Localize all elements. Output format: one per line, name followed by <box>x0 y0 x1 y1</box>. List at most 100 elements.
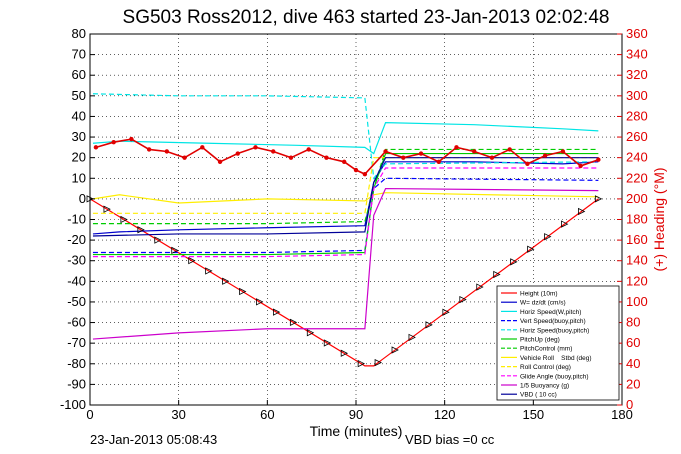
y-tick-label-left: -10 <box>67 212 86 227</box>
depth-marker <box>408 333 416 342</box>
depth-marker <box>205 267 213 275</box>
depth-marker <box>527 245 535 253</box>
y-tick-label-right: 140 <box>626 253 648 268</box>
x-tick-label: 60 <box>260 407 274 422</box>
x-axis-label: Time (minutes) <box>310 423 403 439</box>
depth-marker <box>357 359 366 368</box>
y-tick-label-right: 200 <box>626 191 648 206</box>
x-tick-label: 0 <box>86 407 93 422</box>
legend-label: Vehicle Roll Stbd (deg) <box>520 355 592 362</box>
y-tick-label-right: 240 <box>626 150 648 165</box>
x-tick-label: 180 <box>611 407 633 422</box>
y-tick-label-right: 100 <box>626 294 648 309</box>
depth-marker <box>391 346 399 354</box>
depth-marker <box>561 220 569 228</box>
series-line <box>92 93 599 180</box>
y-tick-label-right: 160 <box>626 232 648 247</box>
y-tick-label-right: 0 <box>626 397 633 412</box>
legend-label: Glide Angle (buoy,pitch) <box>520 373 589 380</box>
y-tick-label-left: -90 <box>67 376 86 391</box>
y-tick-label-left: 80 <box>72 26 86 41</box>
legend-label: 1/5 Buoyancy (g) <box>520 383 569 390</box>
legend-label: Vert Speed(buoy,pitch) <box>520 318 586 325</box>
y-tick-label-right: 300 <box>626 88 648 103</box>
depth-marker <box>459 295 467 304</box>
legend-label: PitchUp (deg) <box>520 337 560 344</box>
x-tick-label: 30 <box>171 407 185 422</box>
x-tick-label: 120 <box>434 407 456 422</box>
legend-label: Roll Control (deg) <box>520 364 571 371</box>
y-tick-label-right: 80 <box>626 315 640 330</box>
depth-marker <box>239 287 247 296</box>
depth-marker <box>103 205 111 213</box>
depth-marker <box>272 308 281 316</box>
footer-vbd-bias: VBD bias =0 cc <box>405 432 495 447</box>
y-tick-label-left: -80 <box>67 356 86 371</box>
legend-label: W= dz/dt (cm/s) <box>520 300 566 307</box>
y-tick-label-left: 70 <box>72 47 86 62</box>
series-line <box>92 187 599 340</box>
y-tick-label-right: 280 <box>626 108 648 123</box>
depth-marker <box>476 283 484 291</box>
heading-line <box>95 138 599 176</box>
depth-marker <box>323 339 332 347</box>
y-tick-label-right: 320 <box>626 67 648 82</box>
depth-marker <box>594 195 603 203</box>
series-line <box>92 167 599 258</box>
depth-marker <box>306 329 315 337</box>
depth-marker <box>289 318 298 327</box>
series-line <box>89 198 599 367</box>
depth-marker <box>544 233 552 241</box>
y-tick-label-right: 60 <box>626 335 640 350</box>
footer-timestamp: 23-Jan-2013 05:08:43 <box>90 432 217 447</box>
y-tick-label-left: 10 <box>72 170 86 185</box>
y-tick-label-left: 40 <box>72 108 86 123</box>
y-tick-label-left: 0 <box>79 191 86 206</box>
y-tick-label-left: 60 <box>72 67 86 82</box>
y-tick-label-left: -20 <box>67 232 86 247</box>
legend-label: Horiz Speed(buoy,pitch) <box>520 327 589 334</box>
chart-title: SG503 Ross2012, dive 463 started 23-Jan-… <box>123 7 610 28</box>
depth-marker <box>340 349 349 357</box>
y-tick-label-left: -100 <box>60 397 86 412</box>
y-tick-label-right: 20 <box>626 376 640 391</box>
y-tick-label-right: 220 <box>626 170 648 185</box>
y-tick-label-left: -30 <box>67 253 86 268</box>
series-line <box>92 122 599 155</box>
y-tick-label-left: -70 <box>67 335 86 350</box>
y-tick-label-right: 360 <box>626 26 648 41</box>
x-tick-label: 90 <box>349 407 363 422</box>
depth-marker <box>120 215 128 224</box>
y-axis-label-right: (+) Heading (°M) <box>651 167 667 271</box>
y-tick-label-left: -60 <box>67 315 86 330</box>
depth-marker <box>171 246 179 254</box>
legend-label: VBD ( 10 cc) <box>520 392 557 399</box>
y-tick-label-left: -40 <box>67 273 86 288</box>
depth-marker <box>256 298 264 306</box>
depth-marker <box>154 236 162 244</box>
y-tick-label-left: 30 <box>72 129 86 144</box>
x-tick-label: 150 <box>522 407 544 422</box>
depth-marker <box>222 277 230 285</box>
y-tick-label-right: 180 <box>626 212 648 227</box>
legend-label: Height (10m) <box>520 291 558 298</box>
y-tick-label-left: 50 <box>72 88 86 103</box>
y-tick-label-right: 120 <box>626 273 648 288</box>
legend-label: PitchControl (mm) <box>520 346 572 353</box>
depth-marker <box>578 207 586 216</box>
depth-marker <box>374 358 382 367</box>
depth-marker <box>425 321 433 329</box>
y-tick-label-right: 340 <box>626 47 648 62</box>
legend-label: Horiz Speed(W,pitch) <box>520 309 581 316</box>
y-tick-label-right: 260 <box>626 129 648 144</box>
depth-marker <box>493 270 501 279</box>
y-tick-label-left: -50 <box>67 294 86 309</box>
depth-marker <box>510 258 518 266</box>
y-tick-label-left: 20 <box>72 150 86 165</box>
legend-box <box>496 285 620 401</box>
depth-marker <box>442 308 450 316</box>
y-tick-label-right: 40 <box>626 356 640 371</box>
depth-marker <box>137 226 145 234</box>
series-line <box>92 157 599 237</box>
